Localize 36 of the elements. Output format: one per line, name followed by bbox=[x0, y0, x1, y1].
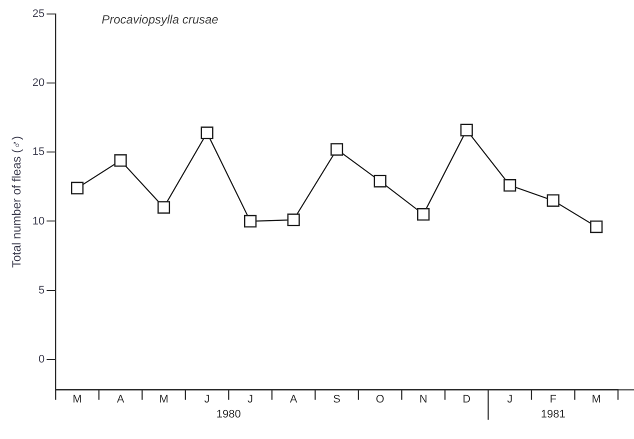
y-tick-label: 10 bbox=[32, 215, 45, 228]
point bbox=[157, 201, 170, 214]
point bbox=[244, 214, 257, 228]
x-tick-label: O bbox=[376, 393, 385, 406]
x-tick-label: F bbox=[550, 393, 557, 406]
x-tick-label: M bbox=[72, 393, 82, 406]
y-tick-label: 0 bbox=[38, 353, 45, 366]
point bbox=[546, 194, 560, 207]
y-tick-label: 15 bbox=[32, 146, 45, 158]
x-tick-label: M bbox=[592, 393, 601, 406]
point bbox=[114, 154, 127, 167]
x-tick-label: J bbox=[248, 393, 254, 406]
chart-title: Procaviopsylla crusae bbox=[102, 12, 219, 26]
point bbox=[200, 126, 214, 140]
y-tick-label: 20 bbox=[32, 77, 45, 90]
x-tick-label: S bbox=[333, 393, 340, 406]
x-tick-label: A bbox=[290, 393, 298, 406]
point bbox=[70, 182, 84, 194]
point bbox=[417, 208, 430, 221]
point bbox=[504, 179, 516, 192]
x-tick-label: M bbox=[159, 393, 168, 406]
x-tick-label: J bbox=[507, 393, 513, 406]
text: 1981 bbox=[540, 408, 566, 420]
point bbox=[590, 220, 603, 234]
x-tick-label: N bbox=[419, 393, 428, 406]
x-tick-label: J bbox=[204, 393, 210, 406]
y-tick-label: 25 bbox=[32, 8, 45, 20]
x-tick-label: A bbox=[116, 393, 125, 406]
x-tick-label: D bbox=[462, 393, 471, 406]
text: 1980 bbox=[216, 408, 241, 420]
point bbox=[330, 143, 344, 156]
point bbox=[374, 174, 386, 188]
point bbox=[287, 214, 300, 226]
y-axis-title: Total number of fleas (♂) bbox=[10, 136, 24, 268]
point bbox=[460, 124, 473, 136]
y-tick-label: 5 bbox=[38, 284, 45, 296]
